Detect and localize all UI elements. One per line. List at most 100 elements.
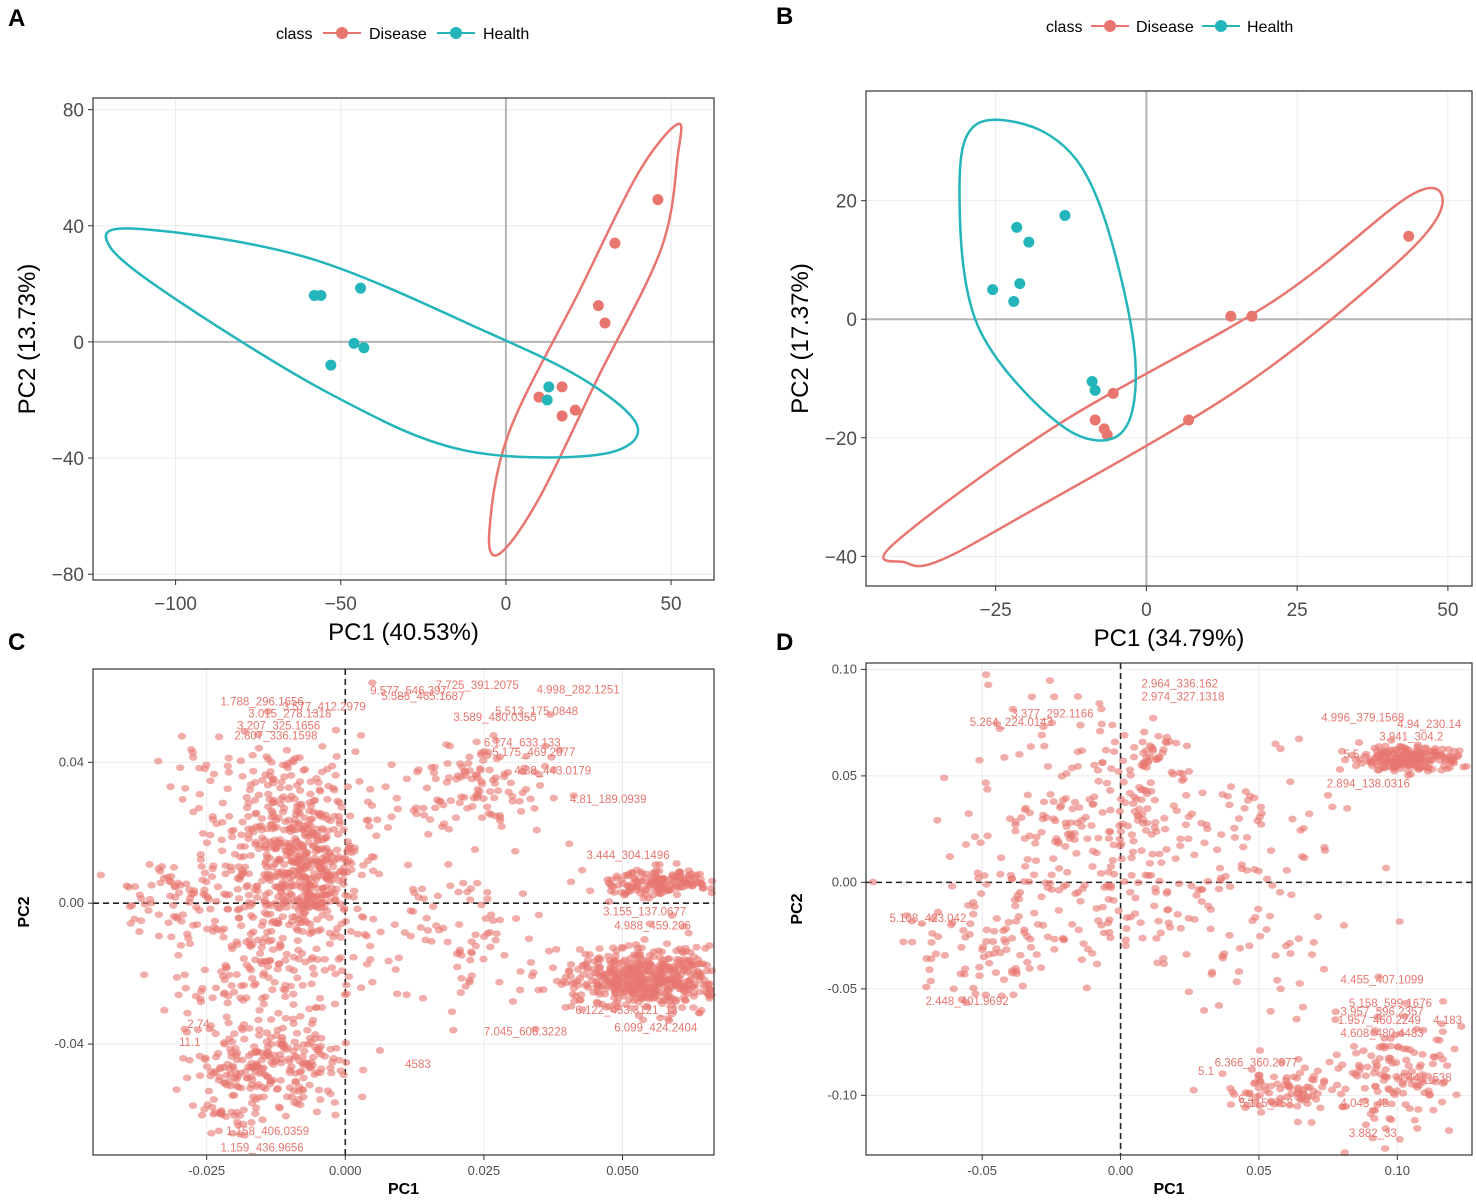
panel-d-point	[1037, 828, 1046, 836]
panel-c-point	[170, 893, 180, 901]
panel-d-point	[1159, 746, 1168, 754]
legend-b: class Disease Health	[1046, 19, 1293, 36]
panel-c-point	[263, 963, 273, 971]
panel-c-point	[358, 1093, 367, 1101]
panel-c-point	[687, 880, 696, 888]
panel-d-point	[1150, 796, 1160, 804]
panel-c-point	[177, 732, 187, 740]
panel-a-xlabel: PC1 (40.53%)	[328, 619, 479, 646]
panel-c-point	[172, 1086, 181, 1094]
panel-c-point	[672, 860, 681, 867]
panel-c-point	[332, 885, 341, 893]
panel-c-point	[187, 745, 196, 753]
panel-d-point	[1182, 950, 1191, 958]
panel-d-point	[1351, 1049, 1361, 1057]
panel-c-point	[228, 1129, 237, 1137]
panel-d-point	[1275, 888, 1285, 896]
panel-d-point	[1402, 999, 1411, 1007]
panel-b-xlabel: PC1 (34.79%)	[1094, 625, 1245, 652]
panel-d-point	[1094, 834, 1103, 842]
panel-c-point	[485, 928, 494, 936]
panel-d-point	[1416, 1061, 1425, 1069]
panel-d-point	[1194, 886, 1203, 894]
panel-c-point	[339, 875, 348, 883]
panel-c-point	[491, 936, 500, 944]
panel-c-point	[336, 954, 345, 961]
panel-c-point	[598, 982, 608, 990]
panel-c-point	[145, 861, 154, 868]
panel-c-point	[289, 990, 298, 998]
panel-c-point	[339, 880, 348, 888]
panel-d-point	[1117, 855, 1126, 863]
panel-d-point	[917, 920, 927, 927]
panel-c-point	[355, 778, 364, 785]
panel-c-point	[356, 732, 366, 739]
panel-c-point	[357, 871, 366, 879]
panel-d-point	[1095, 700, 1104, 707]
panel-c-point	[534, 770, 544, 778]
panel-c-point	[180, 971, 189, 979]
panel-c-point	[217, 847, 227, 855]
panel-d-point	[1424, 748, 1434, 756]
panel-c-point	[237, 866, 247, 874]
panel-d-point	[1162, 739, 1171, 747]
panel-d-point	[1106, 863, 1116, 870]
panel-c-point	[233, 1118, 242, 1126]
panel-d-point	[1302, 1083, 1312, 1091]
panel-d-point	[1128, 800, 1138, 808]
panel-c-point	[689, 1004, 698, 1011]
panel-c-point	[267, 927, 276, 935]
panel-c-point	[268, 1076, 278, 1084]
panel-d-point	[1264, 1089, 1274, 1097]
panel-c-point	[445, 742, 455, 750]
panel-c-point	[255, 950, 265, 957]
panel-letter-d: D	[776, 629, 793, 656]
panel-d-point	[1023, 855, 1032, 863]
panel-c-point	[339, 1071, 348, 1079]
panel-d-point	[964, 810, 973, 818]
panel-c-point	[520, 764, 529, 772]
panel-c-point	[265, 871, 275, 879]
panel-c-point	[292, 925, 301, 932]
panel-c-point	[189, 808, 198, 816]
panel-d-point	[899, 938, 908, 946]
panel-b-point-health-0	[1059, 209, 1071, 221]
panel-c-point	[381, 783, 390, 791]
panel-d-point	[1090, 761, 1099, 769]
panel-d-point	[1438, 1080, 1448, 1087]
panel-c-point	[480, 747, 489, 755]
panel-d-point	[969, 910, 978, 918]
panel-c-point	[240, 1035, 249, 1043]
panel-d-point	[1197, 819, 1206, 827]
panel-c-point	[96, 871, 106, 879]
panel-d-ytick-label: 0.10	[832, 661, 857, 676]
panel-c-point	[664, 1017, 674, 1025]
panel-b-xtick-label: 25	[1287, 600, 1308, 621]
panel-c-point	[522, 752, 531, 760]
panel-c-point	[610, 980, 620, 988]
panel-c-point	[293, 1043, 302, 1051]
panel-c-point	[305, 864, 315, 872]
panel-d-point	[999, 936, 1009, 943]
panel-d-point	[1178, 770, 1187, 778]
panel-c-point	[491, 812, 500, 820]
panel-d-point	[1075, 804, 1084, 811]
panel-c-point	[659, 974, 668, 982]
panel-d-point	[1141, 871, 1150, 879]
panel-c-point	[200, 966, 210, 974]
panel-d-point	[1073, 762, 1082, 770]
panel-d-point	[999, 927, 1008, 935]
panel-d-point	[1105, 928, 1114, 936]
panel-a-point-disease-6	[556, 410, 568, 422]
panel-d-point	[1097, 921, 1106, 929]
panel-c-point	[679, 994, 689, 1001]
panel-d-point	[1030, 909, 1039, 917]
panel-c-point	[245, 786, 255, 794]
panel-c-point	[446, 797, 456, 805]
panel-c-point	[306, 816, 315, 824]
panel-c-point	[220, 1040, 229, 1048]
panel-c-point	[317, 1034, 326, 1042]
panel-d-point	[1325, 1058, 1334, 1066]
panel-c-point	[147, 881, 156, 889]
panel-a-xtick-label: −100	[154, 594, 197, 615]
